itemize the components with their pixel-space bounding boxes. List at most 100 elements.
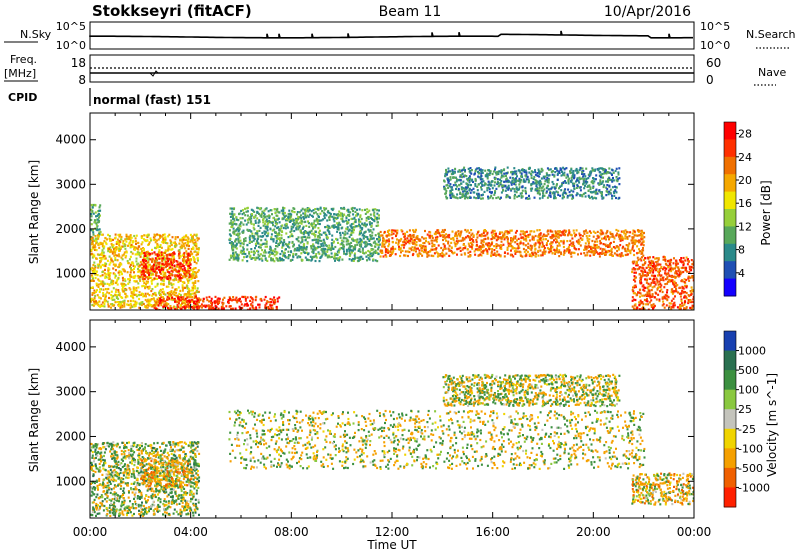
- echo-cell: [638, 234, 640, 236]
- echo-cell: [102, 292, 104, 294]
- echo-cell: [321, 210, 323, 212]
- echo-cell: [476, 241, 478, 243]
- echo-cell: [196, 245, 198, 247]
- echo-cell: [495, 247, 497, 249]
- echo-cell: [507, 253, 509, 255]
- echo-cell: [445, 253, 447, 255]
- echo-cell: [382, 244, 384, 246]
- echo-cell: [126, 234, 128, 236]
- echo-cell: [259, 208, 261, 210]
- echo-cell: [134, 246, 136, 248]
- echo-cell: [177, 281, 179, 283]
- echo-cell: [185, 264, 187, 266]
- echo-cell: [307, 215, 309, 217]
- echo-cell: [514, 241, 516, 243]
- echo-cell: [373, 211, 375, 213]
- echo-cell: [147, 234, 149, 236]
- echo-cell: [562, 234, 564, 236]
- echo-cell: [108, 248, 110, 250]
- echo-cell: [310, 256, 312, 258]
- echo-cell: [101, 271, 103, 273]
- echo-cell: [394, 248, 396, 250]
- echo-cell: [126, 251, 128, 253]
- echo-cell: [253, 216, 255, 218]
- echo-cell: [245, 300, 247, 302]
- echo-cell: [511, 238, 513, 240]
- echo-cell: [558, 236, 560, 238]
- echo-cell: [335, 226, 337, 228]
- echo-cell: [159, 235, 161, 237]
- echo-cell: [246, 303, 248, 305]
- echo-cell: [186, 306, 188, 308]
- echo-cell: [113, 263, 115, 265]
- echo-cell: [129, 242, 131, 244]
- echo-cell: [412, 243, 414, 245]
- echo-cell: [391, 237, 393, 239]
- echo-cell: [270, 305, 272, 307]
- echo-cell: [643, 244, 645, 246]
- echo-cell: [96, 283, 98, 285]
- echo-cell: [527, 176, 529, 178]
- echo-cell: [541, 177, 543, 179]
- echo-cell: [280, 259, 282, 261]
- echo-cell: [343, 250, 345, 252]
- echo-cell: [450, 242, 452, 244]
- echo-cell: [586, 254, 588, 256]
- echo-cell: [255, 299, 257, 301]
- echo-cell: [252, 299, 254, 301]
- echo-cell: [471, 246, 473, 248]
- echo-cell: [231, 242, 233, 244]
- echo-cell: [162, 288, 164, 290]
- echo-cell: [587, 232, 589, 234]
- echo-cell: [175, 243, 177, 245]
- echo-cell: [297, 223, 299, 225]
- echo-cell: [174, 245, 176, 247]
- echo-cell: [356, 209, 358, 211]
- echo-cell: [97, 278, 99, 280]
- echo-cell: [272, 307, 274, 309]
- echo-cell: [309, 209, 311, 211]
- echo-cell: [178, 286, 180, 288]
- echo-cell: [237, 259, 239, 261]
- echo-cell: [362, 234, 364, 236]
- echo-cell: [409, 229, 411, 231]
- echo-cell: [470, 167, 472, 169]
- echo-cell: [130, 303, 132, 305]
- echo-cell: [139, 276, 141, 278]
- echo-cell: [303, 236, 305, 238]
- echo-cell: [492, 254, 494, 256]
- echo-cell: [420, 247, 422, 249]
- echo-cell: [370, 230, 372, 232]
- echo-cell: [642, 241, 644, 243]
- echo-cell: [247, 207, 249, 209]
- echo-cell: [614, 252, 616, 254]
- echo-cell: [434, 252, 436, 254]
- echo-cell: [358, 218, 360, 220]
- echo-cell: [354, 207, 356, 209]
- echo-cell: [375, 234, 377, 236]
- echo-cell: [118, 305, 120, 307]
- echo-cell: [571, 252, 573, 254]
- echo-cell: [311, 222, 313, 224]
- echo-cell: [586, 235, 588, 237]
- echo-cell: [182, 288, 184, 290]
- echo-cell: [188, 259, 190, 261]
- echo-cell: [481, 246, 483, 248]
- echo-cell: [239, 298, 241, 300]
- echo-cell: [188, 238, 190, 240]
- echo-cell: [582, 167, 584, 169]
- echo-cell: [150, 237, 152, 239]
- echo-cell: [376, 260, 378, 262]
- echo-cell: [330, 213, 332, 215]
- echo-cell: [564, 234, 566, 236]
- echo-cell: [138, 294, 140, 296]
- echo-cell: [171, 249, 173, 251]
- echo-cell: [609, 236, 611, 238]
- echo-cell: [547, 240, 549, 242]
- echo-cell: [143, 238, 145, 240]
- echo-cell: [366, 208, 368, 210]
- echo-cell: [345, 253, 347, 255]
- echo-cell: [171, 290, 173, 292]
- echo-cell: [251, 257, 253, 259]
- echo-cell: [301, 239, 303, 241]
